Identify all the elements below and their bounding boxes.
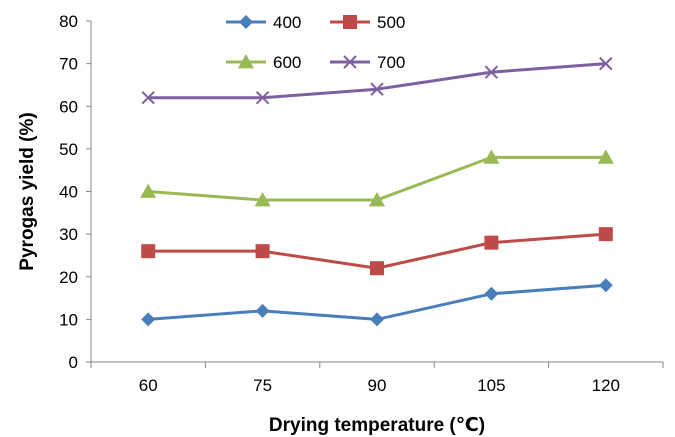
data-point-500	[255, 244, 270, 259]
legend-label-700: 700	[377, 53, 405, 72]
data-point-500	[484, 235, 499, 250]
data-point-600	[140, 183, 157, 198]
x-tick-label: 75	[253, 376, 272, 395]
y-tick-label: 80	[59, 12, 78, 31]
data-point-400	[370, 312, 384, 327]
data-point-700	[599, 56, 613, 71]
data-point-400	[255, 303, 270, 318]
y-tick-label: 50	[59, 140, 78, 159]
legend: 400 500 600 700	[226, 13, 405, 72]
data-point-600	[483, 149, 500, 164]
y-axis-label: Pyrogas yield (%)	[17, 112, 38, 270]
legend-marker-600	[238, 54, 254, 69]
x-tick-label: 105	[477, 376, 505, 395]
data-point-400	[141, 312, 156, 327]
data-point-500	[370, 261, 384, 276]
data-point-500	[141, 244, 156, 259]
legend-marker-700	[343, 55, 357, 69]
legend-marker-500	[343, 15, 357, 29]
legend-label-500: 500	[377, 13, 405, 32]
y-tick-label: 0	[69, 353, 78, 372]
data-point-600	[369, 192, 385, 207]
data-point-400	[598, 278, 613, 293]
data-point-700	[484, 65, 499, 79]
y-tick-label: 20	[59, 268, 78, 287]
data-point-700	[255, 91, 270, 105]
y-tick-label: 40	[59, 183, 78, 202]
series-layer	[140, 56, 614, 327]
y-tick-label: 70	[59, 55, 78, 74]
legend-marker-400	[239, 15, 253, 29]
y-tick-label: 30	[59, 225, 78, 244]
data-point-400	[484, 286, 499, 301]
data-point-700	[370, 82, 384, 96]
axes: 0 10 20 30 40 50 60 70 80 60 75 90 105 120	[59, 12, 664, 395]
x-tick-label: 60	[139, 376, 158, 395]
legend-label-400: 400	[273, 13, 301, 32]
x-tick-label: 120	[592, 376, 620, 395]
data-point-600	[597, 149, 614, 164]
legend-label-600: 600	[273, 53, 301, 72]
data-point-700	[141, 91, 155, 105]
data-point-500	[598, 227, 613, 242]
data-point-600	[254, 192, 271, 207]
x-axis-label: Drying temperature (℃)	[269, 415, 485, 436]
y-tick-label: 10	[59, 310, 78, 329]
x-tick-label: 90	[368, 376, 387, 395]
y-tick-label: 60	[59, 97, 78, 116]
